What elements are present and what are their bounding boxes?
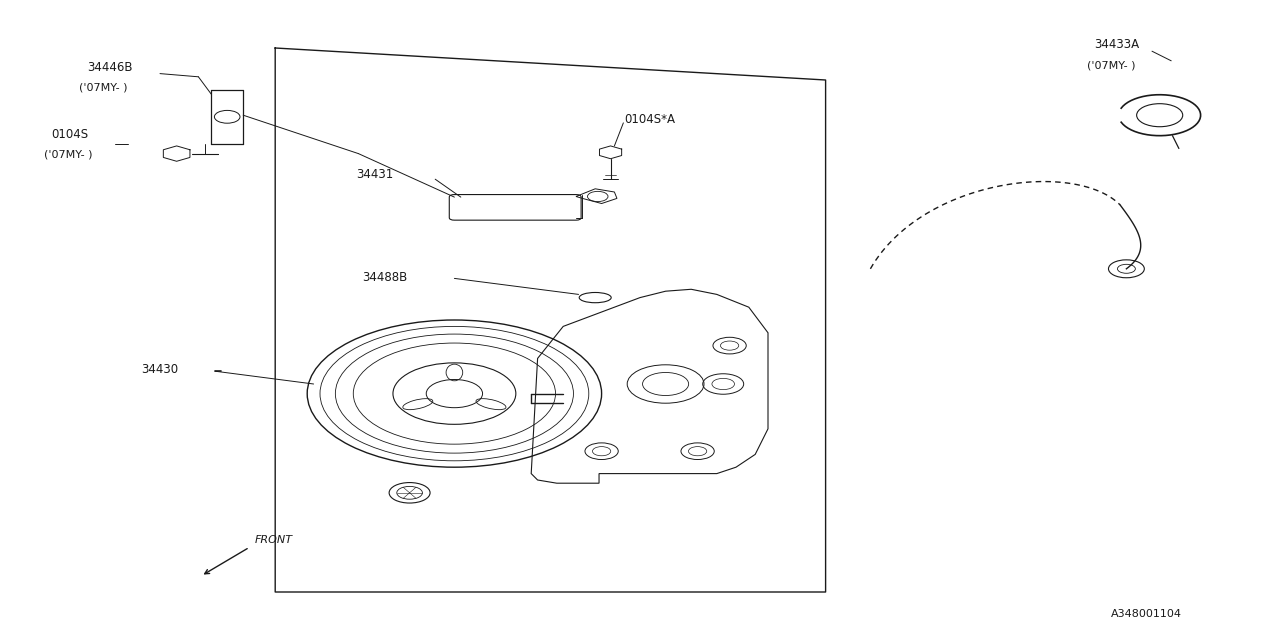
Text: A348001104: A348001104 [1111, 609, 1181, 620]
Text: FRONT: FRONT [255, 534, 293, 545]
Text: ('07MY- ): ('07MY- ) [44, 150, 92, 160]
Text: 0104S: 0104S [51, 128, 88, 141]
Text: 34431: 34431 [356, 168, 393, 180]
Text: 34433A: 34433A [1094, 38, 1139, 51]
Text: 0104S*A: 0104S*A [625, 113, 676, 125]
Text: 34446B: 34446B [87, 61, 133, 74]
Text: ('07MY- ): ('07MY- ) [1087, 60, 1135, 70]
Text: 34488B: 34488B [362, 271, 407, 284]
Text: ('07MY- ): ('07MY- ) [79, 83, 128, 93]
Text: 34430: 34430 [141, 364, 178, 376]
